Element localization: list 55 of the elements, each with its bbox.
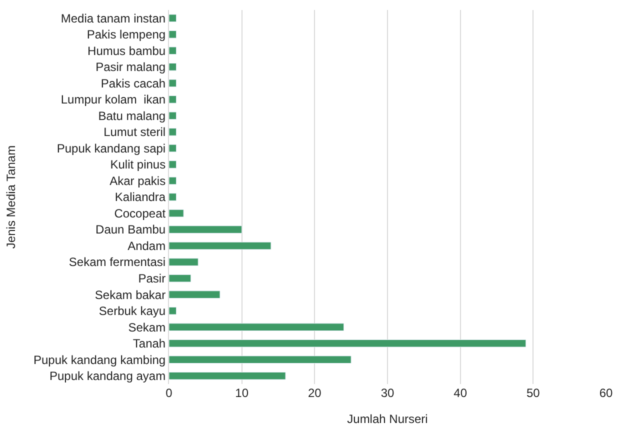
y-tick-label: Kulit pinus bbox=[110, 158, 166, 172]
y-tick-label: Pakis cacah bbox=[100, 76, 166, 90]
y-tick-label: Sekam bbox=[128, 320, 166, 334]
y-tick-label: Pupuk kandang sapi bbox=[56, 141, 166, 156]
y-tick-label: Lumpur kolam ikan bbox=[60, 92, 166, 107]
bar bbox=[169, 356, 352, 364]
bar bbox=[169, 209, 184, 218]
bar bbox=[169, 128, 177, 136]
y-tick-label: Sekam bakar bbox=[94, 288, 166, 302]
bar bbox=[169, 144, 177, 152]
y-tick-label: Media tanam instan bbox=[60, 11, 166, 26]
bar bbox=[169, 96, 177, 104]
x-tick-label: 10 bbox=[235, 386, 249, 400]
x-tick-label: 30 bbox=[380, 386, 394, 400]
bar bbox=[169, 290, 220, 298]
bar bbox=[169, 160, 177, 168]
bar bbox=[169, 46, 177, 55]
bar bbox=[169, 323, 344, 331]
bar bbox=[169, 258, 198, 266]
y-tick-label: Sekam fermentasi bbox=[68, 255, 166, 270]
y-tick-label: Pasir bbox=[138, 272, 166, 286]
bar bbox=[169, 372, 286, 380]
y-tick-label: Kaliandra bbox=[114, 190, 166, 204]
bar bbox=[169, 226, 242, 234]
bar bbox=[169, 339, 526, 348]
y-tick-label: Tanah bbox=[132, 336, 166, 351]
x-tick-label: 60 bbox=[599, 386, 613, 400]
y-tick-label: Daun Bambu bbox=[96, 222, 166, 237]
bar bbox=[169, 242, 272, 250]
x-tick-label: 40 bbox=[454, 386, 468, 400]
y-tick-label: Lumut steril bbox=[104, 125, 166, 140]
y-tick-label: Akar pakis bbox=[110, 174, 166, 188]
bar bbox=[169, 176, 177, 185]
bar bbox=[169, 193, 177, 201]
y-tick-label: Pasir malang bbox=[96, 60, 166, 74]
y-axis-title: Jenis Media Tanam bbox=[4, 145, 18, 249]
bar bbox=[169, 306, 177, 315]
y-tick-label: Andam bbox=[128, 238, 166, 253]
bar bbox=[169, 112, 177, 120]
y-tick-label: Batu malang bbox=[98, 108, 166, 123]
bar bbox=[169, 63, 177, 71]
x-tick-label: 0 bbox=[166, 386, 173, 400]
bar bbox=[169, 14, 177, 22]
y-tick-label: Cocopeat bbox=[114, 206, 166, 220]
y-tick-label: Pakis lempeng bbox=[86, 28, 166, 42]
x-tick-label: 20 bbox=[308, 386, 322, 400]
bar bbox=[169, 30, 177, 38]
bar bbox=[169, 79, 177, 88]
x-axis-title: Jumlah Nurseri bbox=[347, 412, 428, 426]
y-tick-label: Serbuk kayu bbox=[98, 304, 166, 318]
y-tick-label: Pupuk kandang ayam bbox=[50, 369, 166, 384]
y-tick-label: Pupuk kandang kambing bbox=[34, 352, 166, 367]
x-tick-label: 50 bbox=[526, 386, 540, 400]
bar bbox=[169, 274, 192, 282]
y-tick-label: Humus bambu bbox=[88, 44, 166, 58]
